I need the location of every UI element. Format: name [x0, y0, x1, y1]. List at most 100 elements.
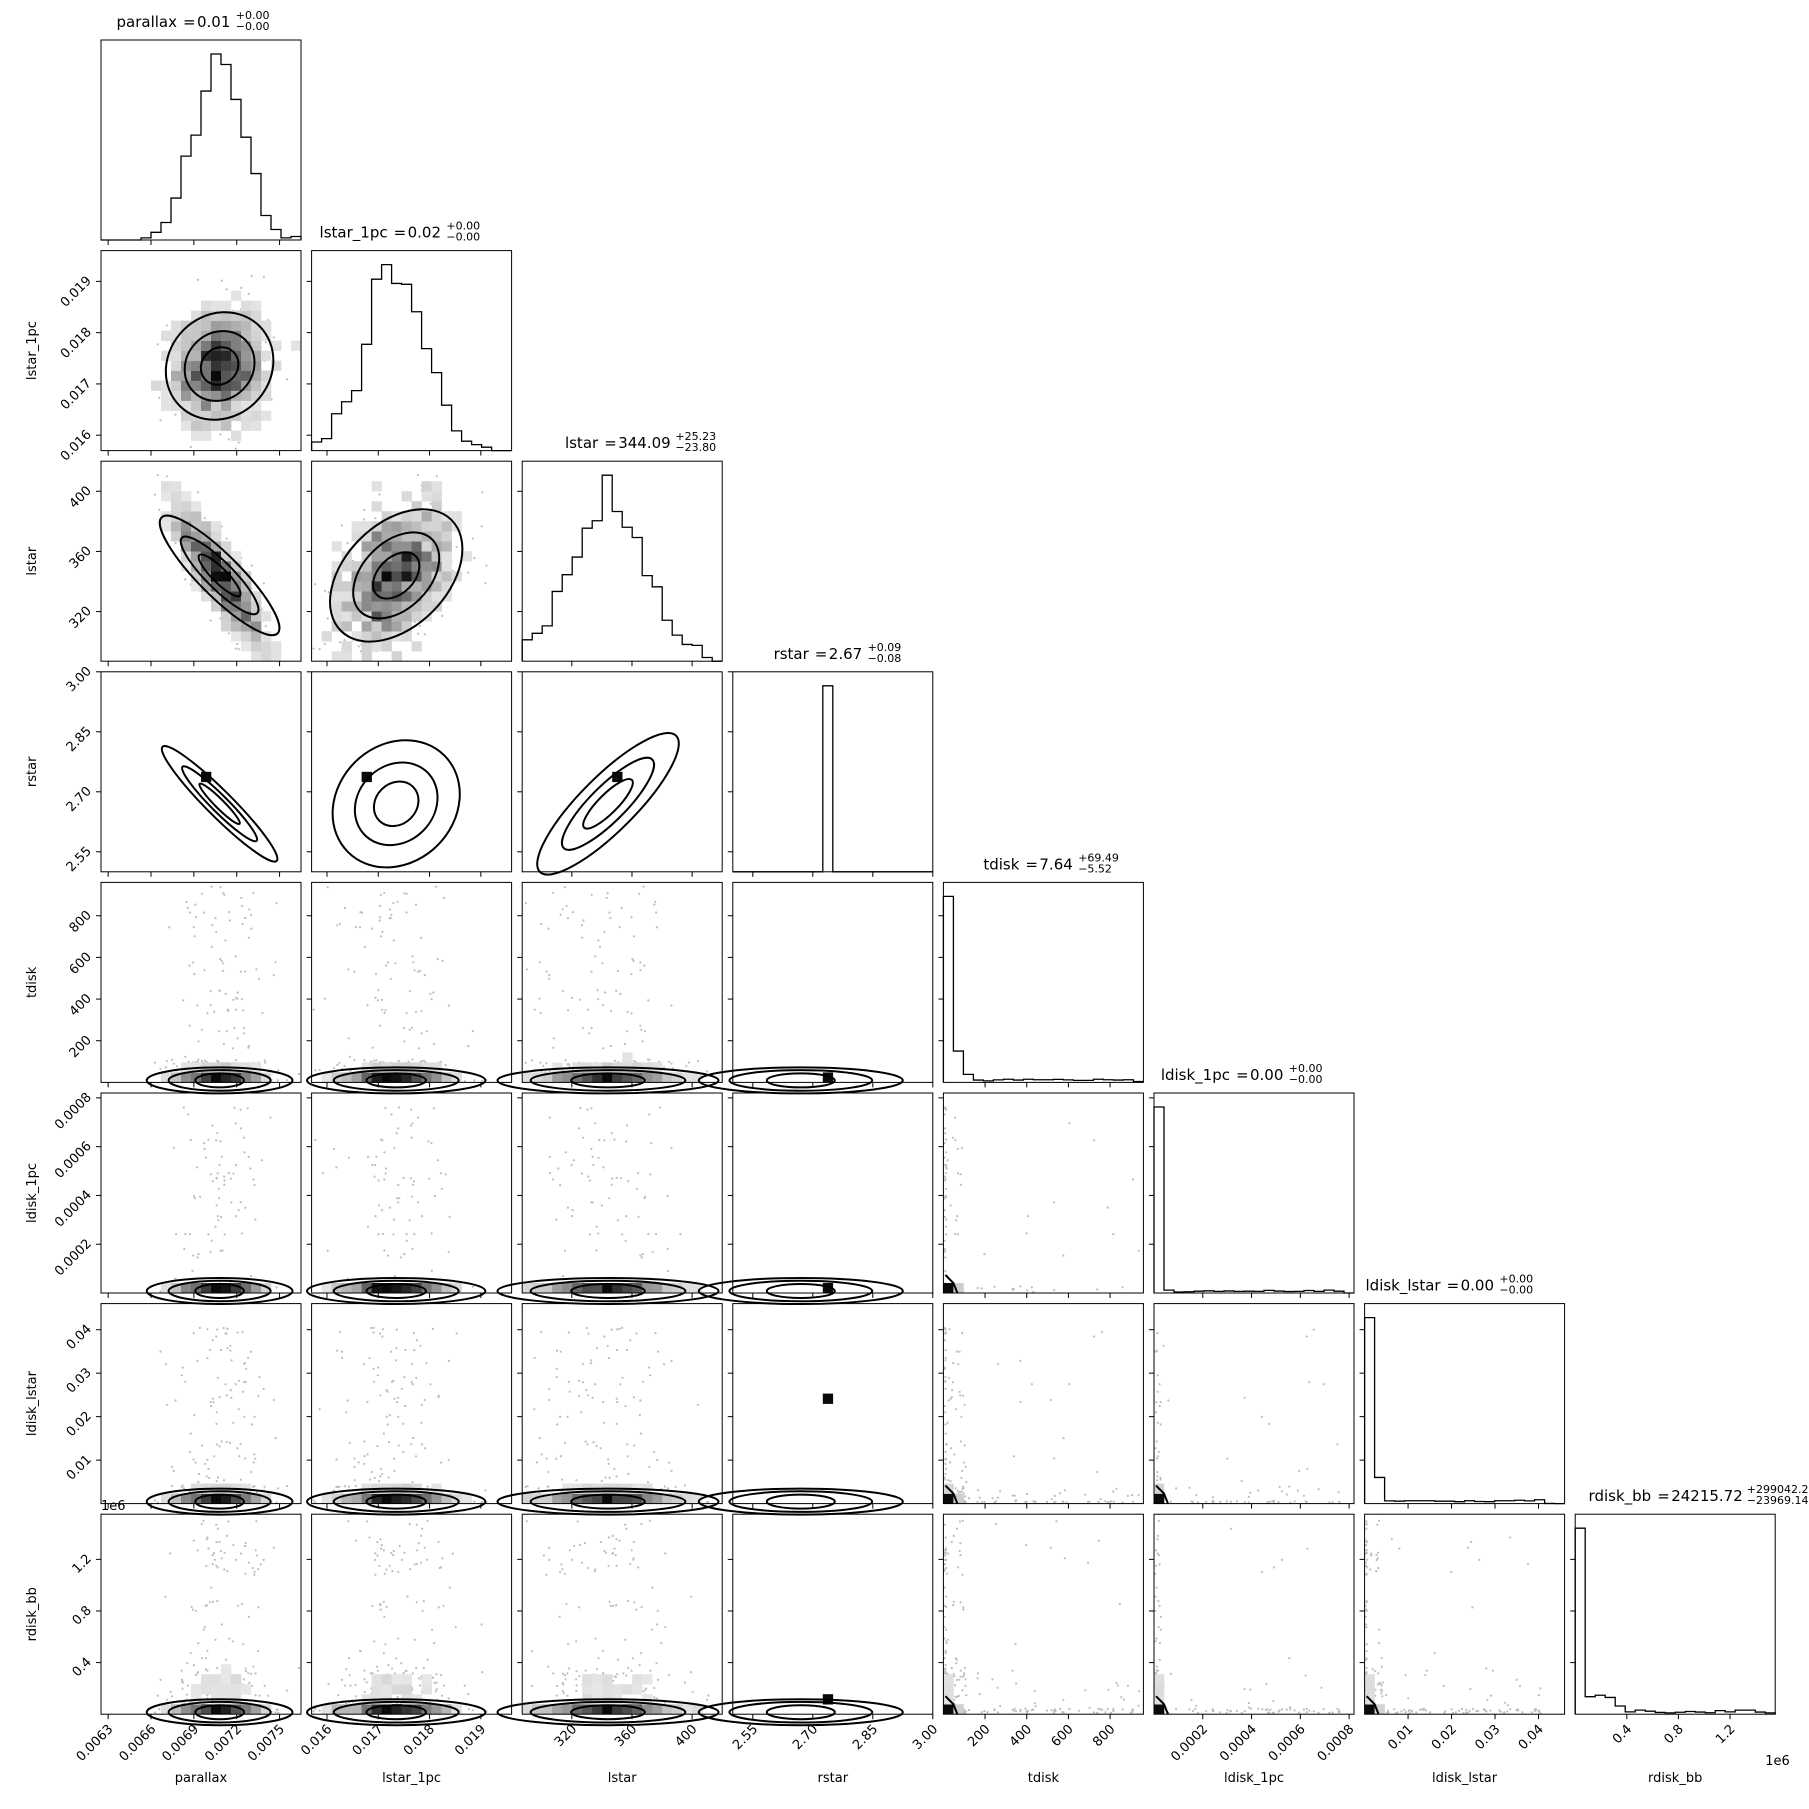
sample-point	[262, 1387, 265, 1390]
density-cell	[341, 641, 352, 652]
density-cell	[652, 1072, 663, 1083]
sample-point	[208, 1476, 211, 1479]
sample-point	[444, 1173, 447, 1176]
density-cell	[221, 621, 232, 632]
sample-point	[590, 1107, 593, 1110]
sample-point	[603, 930, 606, 933]
density-cell	[181, 420, 192, 431]
sample-point	[650, 1142, 653, 1145]
sample-point	[380, 1467, 383, 1470]
sample-point	[224, 939, 227, 942]
panel-frame	[521, 1092, 723, 1294]
sample-point	[432, 991, 435, 994]
density-cell	[221, 390, 232, 401]
density-cell	[251, 400, 262, 411]
panel-frame	[1153, 1092, 1355, 1294]
panel-frame	[100, 881, 302, 1083]
sample-point	[405, 911, 408, 914]
panel-frame	[311, 250, 513, 452]
sample-point	[386, 1254, 390, 1257]
sample-point	[412, 961, 415, 964]
sample-point	[197, 1058, 200, 1061]
sample-point	[223, 1183, 226, 1186]
sample-point	[180, 1485, 183, 1488]
sample-point	[959, 1173, 962, 1176]
sample-point	[165, 475, 168, 478]
sample-point	[223, 1175, 226, 1178]
y-tick-label: 2.70	[64, 784, 95, 815]
sample-point	[318, 648, 321, 651]
density-cell	[401, 571, 412, 582]
sample-point	[249, 1275, 253, 1278]
sample-point	[219, 1249, 222, 1252]
density-cell	[361, 591, 372, 602]
sample-point	[389, 917, 392, 920]
sample-point	[218, 1030, 221, 1033]
sample-point	[175, 1065, 179, 1068]
sample-point	[392, 902, 395, 905]
sample-point	[182, 1487, 185, 1490]
sample-point	[193, 1194, 196, 1198]
sample-point	[378, 1332, 382, 1335]
density-cell	[361, 581, 372, 592]
sample-point	[203, 517, 206, 520]
sample-point	[326, 617, 329, 620]
panel-frame	[311, 671, 513, 873]
density-cell	[251, 320, 262, 331]
sample-point	[272, 974, 275, 977]
density-cell	[161, 521, 172, 532]
density-cell	[251, 410, 262, 421]
density-cell	[171, 340, 182, 351]
sample-point	[679, 1233, 682, 1236]
density-cell	[421, 521, 432, 532]
sample-point	[620, 906, 623, 910]
sample-point	[606, 892, 609, 895]
sample-point	[649, 1173, 652, 1176]
sample-point	[416, 473, 419, 477]
sample-point	[219, 433, 222, 436]
sample-point	[418, 625, 421, 628]
panel-frame	[521, 460, 723, 662]
sample-point	[563, 1249, 567, 1252]
y-tick-label: 0.02	[64, 1409, 95, 1440]
sample-point	[366, 1225, 370, 1228]
sample-point	[255, 1491, 259, 1494]
sample-point	[1026, 1289, 1029, 1292]
density-cell	[381, 591, 392, 602]
density-cell	[241, 360, 252, 371]
density-cell	[181, 320, 192, 331]
sample-point	[412, 1180, 415, 1183]
y-tick-label: 2.85	[64, 724, 95, 755]
density-cell	[361, 541, 372, 552]
sample-point	[639, 1254, 642, 1257]
sample-point	[552, 1178, 555, 1181]
sample-point	[392, 1233, 395, 1236]
sample-point	[218, 989, 221, 992]
sample-point	[207, 1138, 210, 1141]
sample-point	[655, 911, 658, 914]
sample-point	[189, 1432, 192, 1435]
sample-point	[347, 1156, 351, 1159]
sample-point	[944, 1177, 947, 1180]
sample-point	[385, 1415, 388, 1418]
sample-point	[198, 1326, 201, 1329]
density-cell	[411, 611, 422, 622]
density-cell	[191, 380, 202, 391]
density-cell	[401, 521, 412, 532]
sample-point	[428, 1177, 431, 1180]
density-cell	[201, 400, 212, 411]
sample-point	[252, 1178, 255, 1181]
sample-point	[611, 1177, 614, 1180]
sample-point	[578, 998, 581, 1001]
sample-point	[397, 1127, 400, 1130]
sample-point	[589, 1179, 592, 1182]
sample-point	[202, 911, 205, 914]
density-cell	[211, 320, 222, 331]
sample-point	[285, 1079, 289, 1082]
sample-point	[610, 1183, 613, 1186]
density-cell	[201, 380, 212, 391]
sample-point	[590, 893, 593, 896]
sample-point	[471, 1030, 474, 1033]
sample-point	[215, 1139, 218, 1142]
sample-point	[609, 1045, 612, 1048]
